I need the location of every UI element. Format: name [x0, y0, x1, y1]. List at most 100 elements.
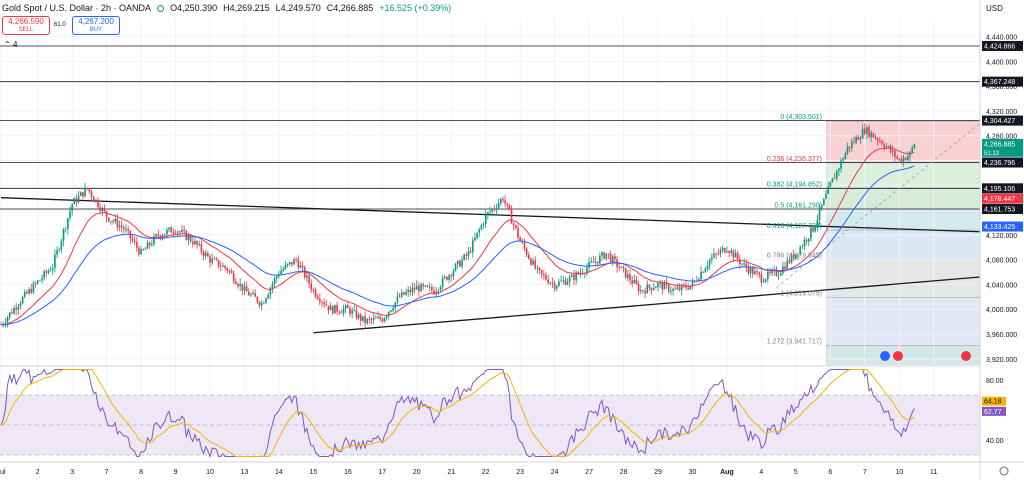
candle-body — [553, 282, 556, 289]
candle-body — [426, 285, 429, 287]
candle-body — [166, 229, 168, 235]
candle-body — [409, 289, 412, 293]
candle-body — [506, 203, 509, 205]
candle-body — [306, 275, 308, 278]
candle-body — [754, 271, 756, 275]
candle-body — [241, 283, 244, 291]
ema-slow-line — [1, 165, 915, 326]
moving-averages — [1, 147, 915, 326]
candle-body — [879, 140, 881, 142]
candle-body — [655, 286, 657, 289]
candle-body — [422, 284, 425, 287]
fib-labels: 0 (4,303.501) 0.236 (4,236.377) 0.382 (4,1… — [767, 114, 822, 345]
candle-body — [183, 229, 185, 232]
x-tick-label: 16 — [344, 469, 352, 476]
candle-body — [237, 284, 239, 287]
candle-body — [797, 254, 799, 256]
candle-body — [60, 240, 63, 250]
candle-body — [642, 290, 644, 292]
buy-price: 4,267.200 — [78, 17, 114, 26]
settings-gear-icon[interactable] — [999, 466, 1009, 476]
candle-body — [284, 264, 287, 269]
candle-body — [510, 209, 513, 224]
candle-body — [321, 301, 323, 303]
candle-body — [181, 229, 183, 232]
candle-body — [32, 283, 35, 293]
candle-body — [543, 273, 545, 276]
collapse-indicators-button[interactable]: ⌃ 4 — [4, 40, 17, 49]
price-badge: 4,266.885 — [984, 141, 1015, 148]
candle-body — [424, 285, 427, 287]
candle-body — [571, 274, 573, 277]
candle-body — [907, 156, 909, 160]
candle-body — [771, 270, 773, 273]
fib-zone — [826, 121, 980, 163]
candle-body — [179, 231, 181, 233]
candle-body — [51, 267, 54, 271]
candle-body — [663, 282, 666, 290]
candle-body — [84, 187, 86, 197]
x-tick-label: Jul — [0, 469, 6, 476]
candle-body — [532, 260, 534, 265]
candle-body — [159, 235, 162, 238]
symbol-title[interactable]: Gold Spot / U.S. Dollar · 2h · OANDA — [2, 3, 152, 13]
candle-body — [331, 306, 334, 314]
fib-zone — [826, 162, 980, 189]
candle-body — [732, 250, 735, 258]
buy-button[interactable]: 4,267.200 BUY — [72, 16, 120, 35]
candle-body — [325, 304, 328, 306]
rsi-tick-label: 40.00 — [986, 438, 1004, 445]
candle-body — [566, 281, 569, 285]
candle-body — [19, 303, 22, 307]
level-price-label-bg — [982, 40, 1023, 51]
event-flag-icon — [893, 351, 903, 361]
candle-body — [157, 234, 160, 236]
candle-body — [807, 238, 810, 242]
low-value: L4,249.570 — [275, 3, 321, 13]
candle-body — [527, 254, 530, 259]
candle-body — [848, 146, 851, 148]
candle-body — [779, 273, 782, 276]
x-tick-label: 7 — [863, 469, 867, 476]
candle-body — [310, 283, 313, 290]
candle-body — [827, 186, 829, 194]
candle-body — [405, 292, 407, 295]
candle-body — [745, 263, 748, 268]
candle-body — [334, 304, 336, 314]
candle-body — [364, 316, 366, 324]
candle-body — [336, 304, 338, 312]
candle-body — [502, 198, 504, 201]
candle-body — [90, 191, 93, 197]
y-tick-label: 4,080.000 — [986, 258, 1017, 265]
candle-body — [603, 252, 605, 259]
candle-body — [814, 226, 817, 232]
candle-body — [790, 254, 793, 263]
candle-body — [295, 259, 297, 261]
candle-body — [213, 258, 216, 260]
x-tick-label: 22 — [482, 469, 490, 476]
candle-body — [204, 252, 207, 256]
candle-body — [689, 285, 692, 290]
candle-body — [222, 265, 224, 267]
candle-body — [590, 261, 593, 263]
candle-body — [909, 151, 911, 157]
candle-body — [633, 280, 636, 284]
candle-body — [146, 242, 149, 249]
rsi-value-bg — [982, 396, 1006, 406]
price-badge-bg — [982, 138, 1023, 157]
candle-body — [859, 138, 862, 140]
y-tick-label: 4,440.000 — [986, 35, 1017, 42]
candle-body — [644, 291, 646, 294]
candle-body — [786, 260, 789, 270]
candle-body — [144, 248, 147, 250]
candles — [0, 123, 916, 329]
sell-button[interactable]: 4,266.590 SELL — [2, 16, 50, 35]
candle-body — [372, 317, 375, 320]
candle-body — [82, 192, 84, 197]
level-price-label: 4,161.753 — [984, 207, 1015, 214]
x-tick-label: 23 — [516, 469, 524, 476]
candle-body — [88, 188, 91, 192]
candle-body — [133, 240, 136, 242]
x-tick-label: 10 — [895, 469, 903, 476]
